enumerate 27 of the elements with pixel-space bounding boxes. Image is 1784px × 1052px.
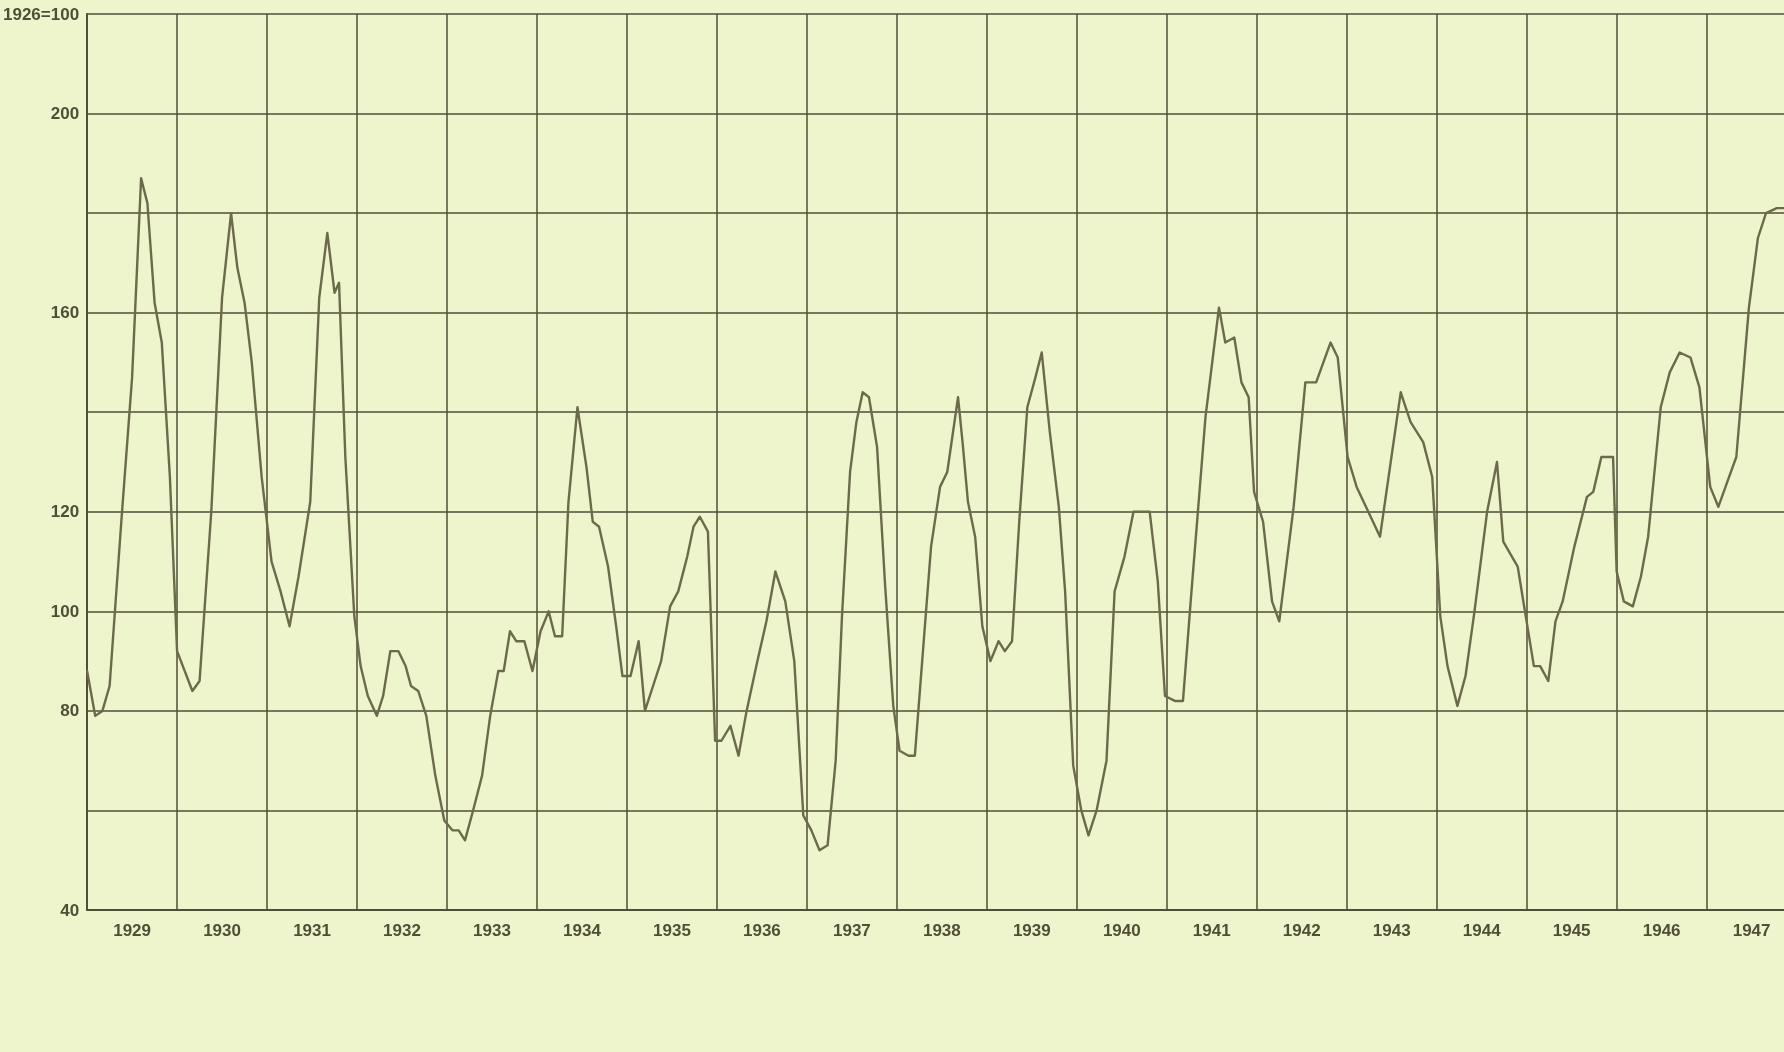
x-tick-label: 1946 — [1642, 921, 1681, 940]
x-tick-label: 1937 — [832, 921, 871, 940]
x-tick-label: 1945 — [1552, 921, 1591, 940]
y-tick-label: 40 — [60, 900, 80, 920]
x-tick-label: 1936 — [742, 921, 781, 940]
y-tick-label: 100 — [50, 601, 80, 621]
x-tick-label: 1947 — [1732, 921, 1771, 940]
line-series — [85, 177, 1784, 852]
y-tick-label: 1926=100 — [2, 4, 80, 24]
x-tick-label: 1939 — [1012, 921, 1051, 940]
y-tick-label: 80 — [60, 701, 80, 721]
x-tick-label: 1940 — [1102, 921, 1141, 940]
x-tick-label: 1942 — [1282, 921, 1321, 940]
y-tick-label: 120 — [50, 502, 80, 522]
x-tick-label: 1929 — [113, 921, 152, 940]
x-tick-label: 1938 — [922, 921, 961, 940]
x-tick-label: 1931 — [293, 921, 331, 940]
y-tick-label: 160 — [50, 303, 80, 323]
x-tick-label: 1943 — [1372, 921, 1411, 940]
x-tick-label: 1944 — [1462, 921, 1502, 940]
x-tick-label: 1932 — [383, 921, 421, 940]
x-tick-label: 1930 — [203, 921, 241, 940]
x-tick-label: 1933 — [473, 921, 511, 940]
y-tick-label: 200 — [50, 104, 80, 124]
x-tick-label: 1935 — [653, 921, 691, 940]
x-tick-label: 1934 — [563, 921, 602, 940]
x-tick-label: 1941 — [1192, 921, 1231, 940]
